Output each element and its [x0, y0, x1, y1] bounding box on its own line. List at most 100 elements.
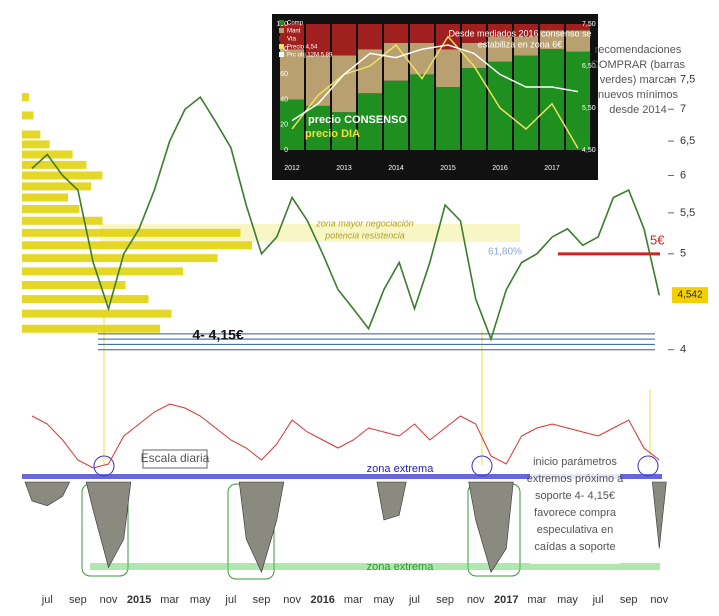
x-tick-label: sep	[253, 594, 271, 606]
y-tick-label: 7,5	[680, 74, 695, 86]
rating-bar	[540, 49, 564, 151]
zone-band	[100, 224, 520, 242]
rating-bar	[384, 80, 408, 150]
inset-x-tick: 2016	[492, 165, 508, 172]
volume-bar	[22, 111, 34, 120]
rating-bar	[462, 24, 486, 43]
extreme-area	[24, 481, 71, 507]
note-line: soporte 4- 4,15€	[535, 490, 615, 502]
inset-y2-tick: 6,50	[582, 63, 596, 70]
extreme-area	[85, 481, 132, 569]
headline: Desde mediados 2016 consenso se	[448, 28, 591, 38]
rating-bar	[384, 24, 408, 43]
rating-bar	[306, 55, 330, 106]
x-tick-label: sep	[69, 594, 87, 606]
x-tick-label: 2016	[310, 594, 334, 606]
rating-bar	[332, 112, 356, 150]
x-tick-label: sep	[436, 594, 454, 606]
y-tick-label: 6	[680, 169, 686, 181]
note-line: inicio parámetros	[533, 456, 617, 468]
rating-bar	[514, 36, 538, 56]
last-price-label: 4,542	[677, 290, 702, 301]
rating-bar	[410, 74, 434, 150]
inset-line	[291, 35, 579, 149]
volume-bar	[22, 309, 172, 318]
y-tick-label: 7	[680, 103, 686, 115]
volume-bar	[22, 216, 103, 225]
rating-bar	[462, 42, 486, 69]
volume-bar	[22, 93, 29, 102]
inset-x-tick: 2017	[544, 165, 560, 172]
rating-bar	[514, 55, 538, 150]
inset-line	[291, 44, 579, 122]
x-tick-label: nov	[650, 594, 668, 606]
y-tick-label: 6,5	[680, 135, 695, 147]
x-tick-label: mar	[527, 594, 546, 606]
note-line: COMPRAR (barras	[591, 59, 686, 71]
inset-x-tick: 2013	[336, 165, 352, 172]
rating-bar	[462, 68, 486, 150]
legend-label: Mant	[287, 29, 301, 35]
volume-bar	[22, 267, 183, 276]
volume-bar	[22, 130, 41, 139]
x-tick-label: sep	[620, 594, 638, 606]
rating-bar	[514, 24, 538, 37]
note-line: desde 2014	[609, 104, 667, 116]
rating-bar	[566, 24, 590, 31]
legend-swatch	[279, 28, 284, 33]
headline: estabiliza en zona 6€	[478, 39, 563, 49]
rating-bar	[306, 105, 330, 150]
x-tick-label: may	[374, 594, 395, 606]
x-tick-label: jul	[592, 594, 604, 606]
price-line	[31, 95, 661, 342]
legend-swatch	[279, 44, 284, 49]
x-tick-label: jul	[41, 594, 53, 606]
inset-x-tick: 2012	[284, 165, 300, 172]
scale-label: Escala diaria	[141, 451, 210, 465]
rating-bar	[436, 87, 460, 150]
y-tick-label: 4	[680, 344, 686, 356]
inset-y-tick: 20	[280, 122, 288, 129]
legend-label: Comp	[287, 21, 304, 27]
rating-bar	[566, 30, 590, 52]
extreme-band	[22, 474, 662, 479]
volume-bar	[22, 241, 252, 250]
rating-bar	[280, 99, 304, 150]
volume-bar	[22, 204, 80, 213]
x-tick-label: mar	[344, 594, 363, 606]
inset-y-tick: 0	[284, 147, 288, 154]
rating-bar	[436, 49, 460, 87]
y-tick-label: 5,5	[680, 207, 695, 219]
consensus-label: precio CONSENSO	[308, 114, 407, 126]
volume-bar	[22, 140, 50, 149]
extreme-band	[90, 563, 660, 570]
support-label: 4- 4,15€	[192, 327, 244, 343]
price-label: precio DIA	[305, 128, 360, 140]
rating-bar	[488, 24, 512, 37]
legend-swatch	[279, 36, 284, 41]
legend-label: Prc obj 12M 5,89	[287, 53, 333, 59]
decoration	[22, 224, 662, 580]
x-tick-label: 2017	[494, 594, 518, 606]
inset-y-tick: 40	[280, 96, 288, 103]
rating-bar	[358, 49, 382, 94]
note-line: nuevos mínimos	[598, 89, 679, 101]
rating-bar	[540, 24, 564, 31]
legend-label: Vta	[287, 37, 297, 43]
inset-x-tick: 2015	[440, 165, 456, 172]
inset-y2-tick: 7,50	[582, 21, 596, 28]
x-tick-label: jul	[224, 594, 236, 606]
note-line: caídas a soporte	[534, 541, 615, 553]
marker-circle	[637, 455, 659, 477]
rating-bar	[410, 24, 434, 43]
rating-bar	[540, 30, 564, 50]
note-bg	[530, 452, 620, 564]
rating-bar	[384, 42, 408, 81]
rating-bar	[332, 24, 356, 56]
inset-y-tick: 60	[280, 71, 288, 78]
y-tick-label: 5	[680, 248, 686, 260]
x-tick-label: jul	[408, 594, 420, 606]
note-line: verdes) marcan	[600, 74, 676, 86]
volume-bar	[22, 228, 241, 237]
